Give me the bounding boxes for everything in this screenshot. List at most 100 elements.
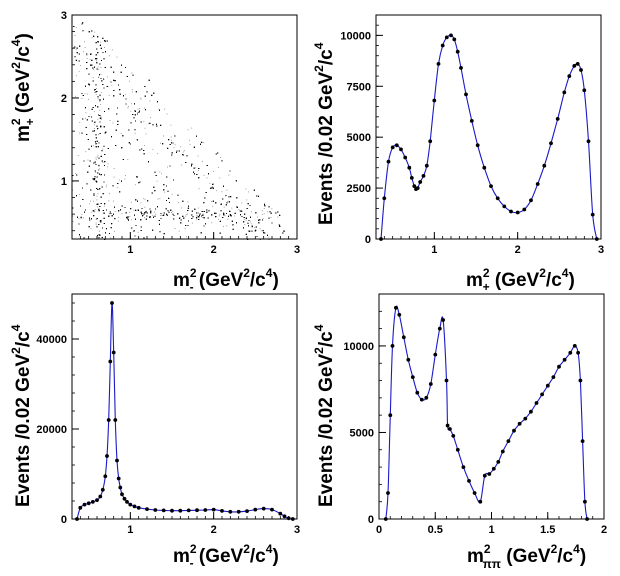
dalitz-event-dot (98, 168, 100, 170)
dalitz-event-dot (131, 227, 133, 229)
dalitz-event-dot (188, 220, 189, 222)
dalitz-event-dot (106, 228, 107, 230)
dalitz-event-dot (98, 165, 100, 167)
dalitz-event-dot (91, 145, 92, 147)
dalitz-event-dot (146, 215, 148, 217)
dalitz-event-dot (202, 217, 203, 218)
dalitz-event-dot (98, 220, 100, 222)
dalitz-event-dot (200, 232, 202, 234)
dalitz-event-dot (211, 187, 213, 189)
dalitz-event-dot (93, 35, 95, 37)
dalitz-event-dot (92, 178, 94, 180)
dalitz-event-dot (82, 187, 83, 189)
dalitz-event-dot (209, 182, 211, 184)
dalitz-event-dot (114, 80, 116, 82)
dalitz-event-dot (211, 201, 212, 202)
dalitz-event-dot (149, 100, 151, 102)
dalitz-event-dot (92, 107, 94, 108)
dalitz-event-dot (88, 31, 90, 33)
dalitz-event-dot (215, 202, 217, 204)
dalitz-event-dot (100, 78, 102, 79)
dalitz-event-dot (75, 49, 77, 51)
dalitz-event-dot (92, 107, 94, 108)
dalitz-event-dot (93, 162, 95, 164)
dalitz-event-dot (215, 212, 217, 214)
dalitz-event-dot (168, 211, 170, 213)
dalitz-event-dot (110, 227, 112, 229)
dalitz-event-dot (97, 172, 99, 174)
dalitz-event-dot (96, 195, 98, 197)
dalitz-event-dot (160, 218, 162, 219)
dalitz-event-dot (126, 217, 128, 219)
dalitz-event-dot (208, 210, 210, 212)
dalitz-event-dot (104, 40, 106, 42)
dalitz-event-dot (163, 184, 165, 186)
dalitz-event-dot (226, 225, 228, 227)
dalitz-event-dot (86, 53, 88, 55)
dalitz-event-dot (114, 206, 115, 208)
dalitz-event-dot (97, 69, 99, 71)
dalitz-event-dot (130, 208, 132, 210)
dalitz-event-dot (99, 121, 101, 123)
dalitz-event-dot (263, 232, 265, 234)
dalitz-event-dot (98, 142, 100, 144)
dalitz-event-dot (87, 159, 89, 161)
dalitz-event-dot (241, 216, 243, 217)
dalitz-event-dot (115, 129, 117, 131)
dalitz-event-dot (99, 234, 101, 236)
dalitz-event-dot (129, 211, 131, 213)
dalitz-event-dot (160, 124, 162, 126)
dalitz-event-dot (96, 62, 98, 64)
dalitz-event-dot (247, 203, 249, 205)
dalitz-event-dot (94, 176, 96, 178)
dalitz-event-dot (90, 53, 92, 55)
dalitz-event-dot (234, 215, 235, 217)
dalitz-event-dot (97, 128, 99, 130)
dalitz-event-dot (91, 37, 93, 39)
dalitz-event-dot (128, 142, 130, 144)
dalitz-event-dot (74, 56, 76, 58)
dalitz-event-dot (100, 174, 102, 176)
dalitz-event-dot (96, 143, 98, 144)
dalitz-event-dot (139, 110, 140, 112)
dalitz-event-dot (76, 47, 78, 49)
dalitz-event-dot (126, 76, 128, 77)
dalitz-event-dot (220, 210, 222, 212)
dalitz-event-dot (100, 126, 102, 128)
dalitz-event-dot (183, 217, 185, 219)
dalitz-event-dot (88, 165, 90, 167)
dalitz-event-dot (142, 215, 143, 217)
dalitz-event-dot (96, 125, 98, 127)
dalitz-event-dot (205, 223, 206, 225)
dalitz-event-dot (105, 232, 106, 234)
dalitz-event-dot (259, 219, 261, 221)
dalitz-event-dot (239, 210, 241, 212)
dalitz-event-dot (117, 183, 119, 184)
dalitz-event-dot (97, 203, 99, 205)
dalitz-event-dot (203, 174, 205, 176)
dalitz-event-dot (153, 92, 155, 94)
dalitz-event-dot (134, 214, 135, 216)
dalitz-event-dot (121, 205, 123, 207)
dalitz-event-dot (94, 66, 95, 68)
dalitz-event-dot (187, 225, 189, 226)
dalitz-event-dot (121, 64, 122, 66)
dalitz-event-dot (152, 229, 154, 231)
dalitz-event-dot (103, 223, 105, 224)
dalitz-event-dot (196, 174, 198, 175)
dalitz-event-dot (134, 235, 136, 237)
dalitz-event-dot (236, 222, 237, 224)
dalitz-event-dot (100, 203, 102, 204)
dalitz-event-dot (170, 136, 172, 138)
dalitz-event-dot (268, 206, 270, 208)
dalitz-event-dot (92, 130, 94, 132)
dalitz-event-dot (230, 196, 232, 198)
dalitz-event-dot (96, 188, 98, 189)
dalitz-event-dot (201, 141, 203, 143)
dalitz-event-dot (97, 41, 99, 43)
dalitz-event-dot (197, 215, 199, 217)
dalitz-event-dot (267, 234, 268, 236)
dalitz-event-dot (117, 124, 119, 125)
dalitz-event-dot (139, 149, 141, 151)
